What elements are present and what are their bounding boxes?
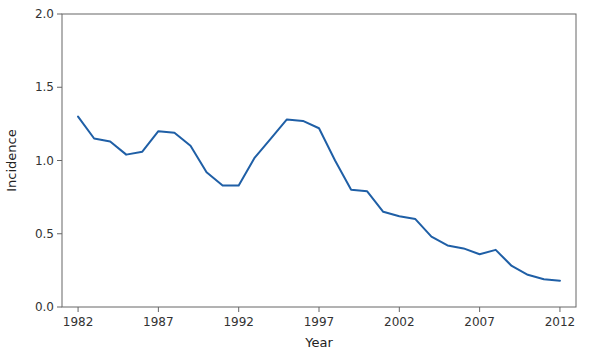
series: [78, 117, 560, 281]
x-tick-label: 2002: [384, 315, 415, 329]
plot-frame: [62, 14, 576, 307]
x-tick-label: 1992: [223, 315, 254, 329]
x-tick: [78, 307, 79, 312]
x-tick-label: 2012: [545, 315, 576, 329]
y-tick: [57, 233, 62, 234]
y-tick-label: 0.5: [35, 227, 54, 241]
line: [78, 117, 560, 281]
x-tick: [479, 307, 480, 312]
y-tick-label: 0.0: [35, 300, 54, 314]
y-tick: [57, 87, 62, 88]
x-tick-label: 1997: [304, 315, 335, 329]
x-tick-label: 1987: [143, 315, 174, 329]
x-tick: [158, 307, 159, 312]
y-tick: [57, 307, 62, 308]
x-tick: [319, 307, 320, 312]
chart: 1982 1987 1992 1997 2002 2007 2012 0.0 0.5 1.0 1.5…: [0, 0, 592, 357]
y-tick-label: 1.0: [35, 154, 54, 168]
y-tick-label: 2.0: [35, 7, 54, 21]
y-tick-label: 1.5: [35, 80, 54, 94]
x-tick-label: 2007: [464, 315, 495, 329]
y-axis-label: Incidence: [4, 129, 19, 191]
x-axis-label: Year: [304, 335, 333, 350]
y-tick: [57, 14, 62, 15]
axes: 1982 1987 1992 1997 2002 2007 2012 0.0 0.5 1.0 1.5…: [35, 7, 576, 329]
y-tick: [57, 160, 62, 161]
x-tick-label: 1982: [63, 315, 94, 329]
x-tick: [559, 307, 560, 312]
x-tick: [399, 307, 400, 312]
x-tick: [238, 307, 239, 312]
